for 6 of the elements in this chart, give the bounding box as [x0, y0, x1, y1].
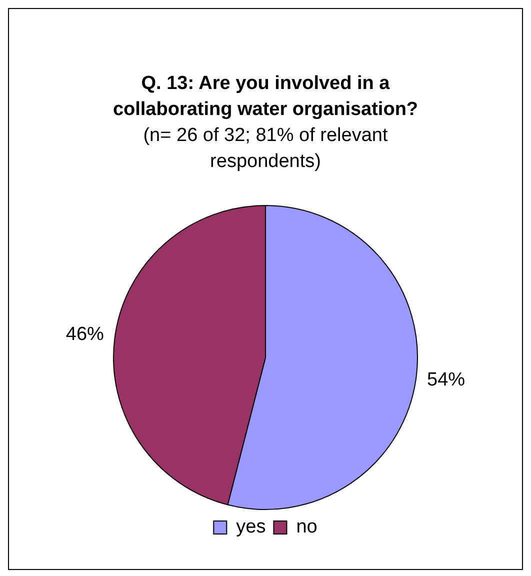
data-label: 54% — [427, 370, 466, 391]
legend-label: no — [296, 516, 318, 538]
chart-title: Q. 13: Are you involved in a collaborating water organisation? — [112, 72, 420, 122]
legend-label: yes — [236, 516, 266, 538]
chart-subtitle: (n= 26 of 32; 81% of relevant respondents) — [142, 124, 389, 174]
data-label: 46% — [66, 324, 104, 345]
